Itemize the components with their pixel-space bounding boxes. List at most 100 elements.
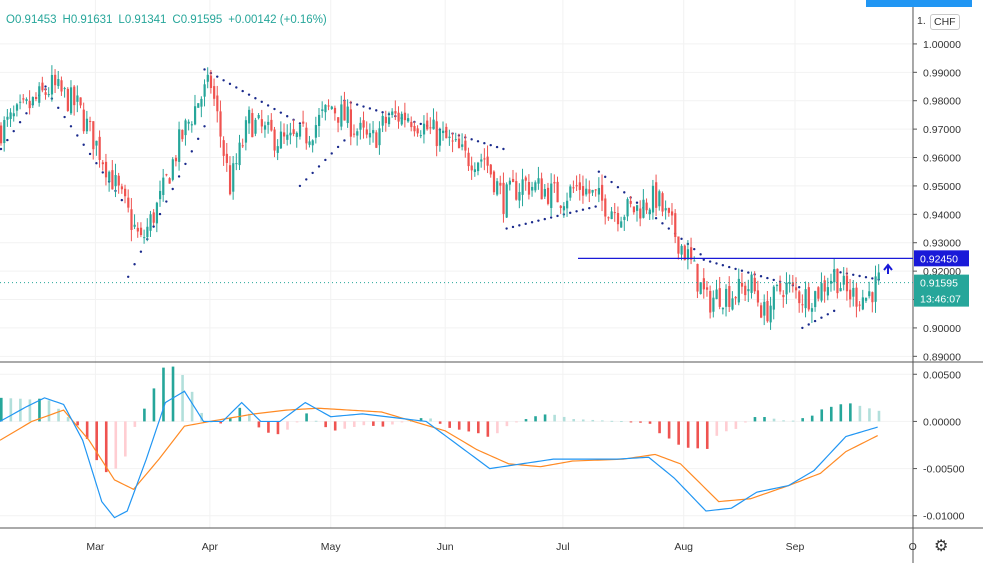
candle-body [874, 276, 877, 302]
sar-dot [483, 142, 486, 145]
candle-body [712, 297, 715, 312]
candle-body [92, 121, 95, 150]
macd-histogram-bar [572, 419, 575, 422]
candle-body [718, 288, 721, 307]
candle-body [79, 97, 82, 106]
candle-body [651, 185, 655, 213]
time-tick-label: Aug [674, 541, 693, 553]
sar-dot [95, 162, 98, 165]
candle-body [352, 133, 356, 135]
candle-body [407, 118, 410, 122]
candle-body [104, 161, 108, 178]
sar-dot [721, 264, 725, 267]
candle-body [375, 132, 378, 148]
candle-body [864, 297, 868, 301]
candle-body [305, 127, 308, 144]
candle-body [257, 114, 260, 119]
macd-histogram-bar [419, 418, 423, 422]
candle-body [849, 289, 852, 300]
candle-body [858, 304, 861, 306]
last-price-tag [914, 274, 969, 307]
candle-body [613, 212, 616, 214]
macd-histogram-bar [820, 409, 824, 422]
candle-body [3, 120, 6, 144]
candle-body [518, 191, 521, 201]
candle-body [372, 130, 375, 134]
macd-histogram-bar [295, 421, 299, 423]
candle-body [228, 165, 232, 195]
candle-body [477, 162, 480, 172]
macd-histogram-bar [801, 418, 804, 422]
candle-body [314, 125, 318, 138]
candle-body [108, 171, 111, 182]
macd-histogram-bar [829, 406, 833, 422]
sar-dot [266, 104, 270, 107]
candle-body [155, 202, 159, 224]
macd-histogram-bar [85, 421, 89, 439]
currency-badge[interactable]: CHF [930, 14, 960, 30]
macd-histogram-bar [486, 421, 490, 437]
candle-body [213, 86, 216, 99]
candle-body [356, 131, 359, 136]
candle-body [731, 298, 734, 310]
macd-histogram-bar [810, 415, 814, 422]
candle-body [171, 159, 174, 180]
candle-body [445, 126, 448, 139]
candle-body [368, 132, 372, 138]
sar-dot [127, 275, 130, 278]
macd-histogram-bar [104, 421, 108, 473]
candle-body [581, 186, 585, 196]
candle-body [232, 163, 235, 192]
macd-histogram-bar [620, 421, 623, 423]
candle-body [810, 308, 814, 312]
sar-dot [222, 79, 225, 82]
candle-body [38, 86, 41, 103]
candle-body [620, 221, 623, 228]
candle-body [438, 130, 442, 146]
sar-dot [864, 276, 868, 279]
candle-body [267, 121, 270, 125]
toolbar-button[interactable] [866, 0, 972, 7]
time-tick-label: Sep [786, 541, 805, 553]
sar-dot [588, 206, 591, 210]
candle-body [41, 82, 44, 91]
candle-body [492, 171, 496, 193]
candle-body [747, 289, 750, 292]
candle-body [359, 122, 362, 130]
candle-body [25, 99, 28, 101]
candle-body [483, 158, 486, 160]
candle-body [89, 120, 92, 122]
candle-body [569, 186, 572, 198]
candle-body [486, 156, 489, 166]
sar-dot [549, 216, 553, 219]
candle-body [66, 88, 69, 111]
sar-dot [680, 237, 683, 241]
candle-body [842, 275, 845, 285]
candle-body [209, 75, 213, 88]
candle-body [63, 88, 66, 90]
sar-dot [661, 222, 664, 225]
candle-body [111, 170, 114, 190]
sar-dot [273, 107, 276, 111]
sar-dot [0, 147, 3, 151]
candle-body [814, 291, 817, 308]
close-value: 0.91595 [180, 14, 223, 26]
candle-body [594, 189, 597, 191]
sar-dot [419, 122, 422, 126]
macd-histogram-bar [95, 421, 98, 461]
macd-histogram-bar [877, 410, 881, 422]
sar-dot [203, 68, 206, 71]
sar-dot [708, 260, 712, 263]
candle-body [15, 104, 19, 111]
time-tick-label: O [909, 541, 917, 553]
candle-body [737, 278, 740, 303]
sar-dot [635, 201, 639, 204]
open-label: O [6, 14, 15, 26]
price-tick-label: 0.99000 [923, 67, 961, 79]
candle-body [769, 305, 772, 323]
candle-body [289, 132, 292, 136]
macd-tick-label: -0.01000 [923, 511, 965, 523]
candle-body [845, 275, 849, 292]
gear-icon[interactable]: ⚙ [934, 538, 949, 555]
